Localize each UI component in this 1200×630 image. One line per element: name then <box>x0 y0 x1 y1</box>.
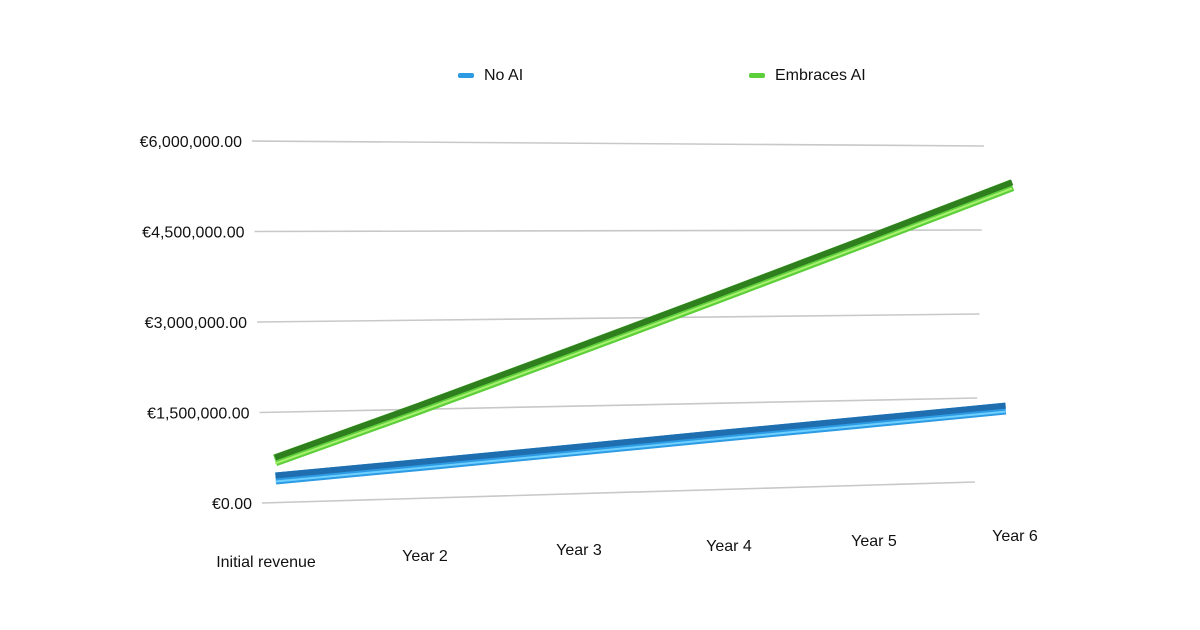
y-tick-label: €4,500,000.00 <box>142 225 244 242</box>
x-tick-label: Year 6 <box>992 528 1038 545</box>
y-tick-label: €1,500,000.00 <box>147 406 249 423</box>
x-tick-label: Year 4 <box>706 538 752 555</box>
y-axis-ticks: €0.00 €1,500,000.00 €3,000,000.00 €4,500,00… <box>140 134 252 513</box>
legend: No AI Embraces AI <box>458 67 866 84</box>
series-line-shade <box>275 402 1006 479</box>
series-group <box>273 179 1015 485</box>
gridline <box>256 313 980 323</box>
gridline <box>261 481 976 504</box>
legend-swatch <box>458 73 474 78</box>
series-line-highlight <box>274 187 1013 465</box>
y-tick-label: €3,000,000.00 <box>145 315 247 332</box>
gridline <box>259 397 978 414</box>
x-tick-label: Year 2 <box>402 548 448 565</box>
x-tick-label: Initial revenue <box>216 554 316 571</box>
series-line-shade <box>274 179 1014 461</box>
gridline <box>254 229 982 233</box>
x-tick-label: Year 5 <box>851 533 897 550</box>
y-tick-label: €6,000,000.00 <box>140 134 242 151</box>
x-tick-label: Year 3 <box>556 542 602 559</box>
series-line-highlight <box>275 410 1006 483</box>
legend-swatch <box>749 73 765 78</box>
legend-label: No AI <box>484 67 523 84</box>
y-tick-label: €0.00 <box>212 496 252 513</box>
x-axis-ticks: Initial revenue Year 2 Year 3 Year 4 Year 5 Y… <box>216 528 1038 571</box>
gridlines <box>251 140 985 504</box>
gridline <box>251 140 985 147</box>
legend-label: Embraces AI <box>775 67 866 84</box>
